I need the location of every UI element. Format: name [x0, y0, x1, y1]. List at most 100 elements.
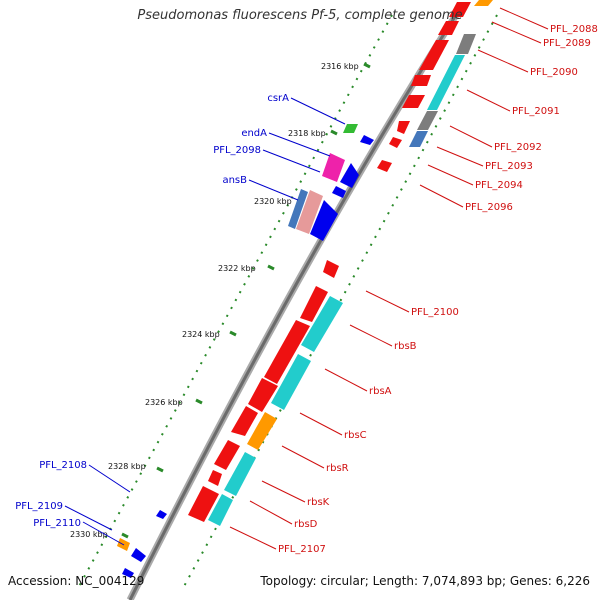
gene-feature[interactable]	[449, 2, 471, 17]
gene-feature[interactable]	[301, 296, 343, 352]
gene-label-pfl-2100[interactable]: PFL_2100	[411, 307, 459, 318]
gene-feature[interactable]	[427, 55, 465, 110]
gene-label-csrA[interactable]: csrA	[267, 93, 289, 104]
gene-feature[interactable]	[188, 486, 219, 522]
accession-label: Accession:	[8, 574, 72, 588]
kbp-label: 2328 kbp	[108, 462, 146, 471]
leader-line	[427, 164, 474, 186]
topology-line: Topology: circular; Length: 7,074,893 bp…	[260, 574, 590, 588]
dotted-guides	[76, 14, 498, 591]
gene-label-endA[interactable]: endA	[241, 128, 267, 139]
leader-line	[491, 21, 542, 44]
leader-line	[261, 480, 306, 503]
gene-feature[interactable]	[247, 412, 277, 450]
leader-line	[466, 89, 511, 112]
gene-feature[interactable]	[296, 190, 323, 234]
gene-feature[interactable]	[340, 163, 359, 188]
gene-feature[interactable]	[360, 135, 374, 145]
gene-feature[interactable]	[208, 494, 233, 526]
gene-feature[interactable]	[271, 354, 311, 410]
gene-label-rbsK[interactable]: rbsK	[307, 497, 330, 508]
gene-label-pfl-2091[interactable]: PFL_2091	[512, 106, 560, 117]
gene-feature[interactable]	[214, 440, 240, 470]
right-gene-labels: PFL_2088 PFL_2089 PFL_2090 PFL_2091 PFL_…	[278, 24, 598, 555]
gene-feature[interactable]	[231, 406, 258, 436]
gene-label-ansB[interactable]: ansB	[222, 175, 247, 186]
forward-strand-genes	[188, 2, 471, 522]
gene-label-rbsC[interactable]: rbsC	[344, 430, 367, 441]
reverse-strand-genes	[117, 124, 374, 578]
gene-feature[interactable]	[323, 260, 339, 278]
gene-feature[interactable]	[456, 34, 476, 54]
gene-feature[interactable]	[332, 186, 346, 198]
accession-value: NC_004129	[75, 574, 145, 588]
gene-label-pfl-2108[interactable]: PFL_2108	[39, 460, 87, 471]
leader-line	[248, 179, 299, 201]
right-leader-lines	[229, 7, 549, 550]
tick-mark	[267, 264, 275, 271]
gene-label-pfl-2090[interactable]: PFL_2090	[530, 67, 578, 78]
kbp-label: 2318 kbp	[288, 129, 326, 138]
tick-mark	[330, 129, 338, 136]
gene-label-pfl-2109[interactable]: PFL_2109	[15, 501, 63, 512]
gene-label-rbsD[interactable]: rbsD	[294, 519, 318, 530]
kbp-label: 2322 kbp	[218, 264, 256, 273]
gene-label-pfl-2110[interactable]: PFL_2110	[33, 518, 81, 529]
gene-feature[interactable]	[389, 137, 402, 148]
gene-label-pfl-2107[interactable]: PFL_2107	[278, 544, 326, 555]
gene-feature[interactable]	[310, 200, 338, 241]
gene-feature[interactable]	[409, 131, 428, 147]
leader-line	[290, 97, 346, 125]
leader-line	[268, 132, 331, 157]
kbp-label: 2330 kbp	[70, 530, 108, 539]
leader-line	[281, 445, 325, 469]
gene-label-rbsB[interactable]: rbsB	[394, 341, 417, 352]
gene-feature[interactable]	[264, 320, 310, 384]
gene-label-pfl-2096[interactable]: PFL_2096	[465, 202, 513, 213]
gene-feature[interactable]	[288, 189, 308, 229]
gene-feature[interactable]	[300, 286, 328, 322]
outer-dotted-guide	[76, 14, 393, 591]
gene-feature[interactable]	[131, 548, 146, 562]
gene-feature[interactable]	[397, 121, 410, 134]
gene-label-pfl-2093[interactable]: PFL_2093	[485, 161, 533, 172]
gene-label-pfl-2092[interactable]: PFL_2092	[494, 142, 542, 153]
leader-line	[419, 184, 464, 208]
leader-line	[64, 505, 113, 531]
leader-line	[324, 368, 368, 392]
leader-line	[249, 500, 293, 525]
gene-feature[interactable]	[208, 470, 222, 486]
gene-feature[interactable]	[122, 568, 134, 578]
gene-label-pfl-2089[interactable]: PFL_2089	[543, 38, 591, 49]
kbp-label: 2326 kbp	[145, 398, 183, 407]
kbp-label: 2316 kbp	[321, 62, 359, 71]
left-leader-lines	[64, 97, 346, 546]
gene-feature[interactable]	[377, 160, 392, 172]
gene-feature[interactable]	[322, 153, 345, 182]
gene-feature[interactable]	[419, 40, 449, 70]
tick-mark	[229, 330, 237, 337]
tick-mark	[195, 398, 203, 405]
gene-feature[interactable]	[402, 95, 425, 108]
tick-mark	[121, 532, 129, 539]
gene-feature[interactable]	[411, 75, 431, 86]
gene-label-rbsR[interactable]: rbsR	[326, 463, 349, 474]
leader-line	[477, 49, 529, 73]
kbp-label: 2324 kbp	[182, 330, 220, 339]
gene-feature[interactable]	[343, 124, 358, 133]
gene-label-pfl-2098[interactable]: PFL_2098	[213, 145, 261, 156]
gene-label-pfl-2088[interactable]: PFL_2088	[550, 24, 598, 35]
leader-line	[449, 125, 493, 148]
gene-feature[interactable]	[224, 452, 256, 496]
gene-feature[interactable]	[417, 111, 438, 130]
gene-feature[interactable]	[474, 0, 493, 6]
gene-feature[interactable]	[438, 21, 459, 35]
gene-label-rbsA[interactable]: rbsA	[369, 386, 392, 397]
gene-feature[interactable]	[248, 378, 278, 412]
gene-label-pfl-2094[interactable]: PFL_2094	[475, 180, 523, 191]
leader-line	[82, 521, 125, 546]
backbone	[128, 14, 458, 600]
gene-feature[interactable]	[156, 510, 167, 519]
inner-dotted-guide	[181, 14, 498, 591]
